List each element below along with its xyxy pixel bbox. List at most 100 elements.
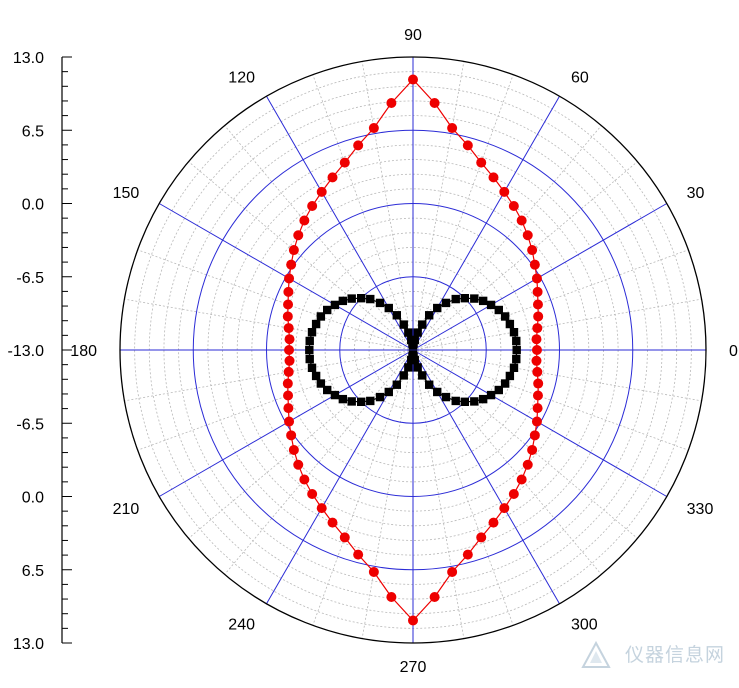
series-1-point (386, 98, 397, 109)
minor-grid-spoke (412, 161, 638, 351)
angular-tick-label: 120 (228, 69, 255, 86)
minor-grid-spoke (412, 349, 602, 575)
series-1-point (516, 215, 527, 226)
series-2-point (470, 294, 479, 303)
series-1-point (527, 444, 538, 455)
series-2-point (347, 294, 356, 303)
minor-grid-spoke (412, 349, 689, 451)
series-1-point (532, 390, 543, 401)
series-1-point (327, 517, 338, 528)
series-2-point (478, 394, 488, 404)
series-1-point (499, 186, 510, 197)
series-2-point (494, 385, 503, 395)
series-1-point (408, 615, 418, 626)
minor-grid-spoke (361, 61, 414, 351)
series-2-point (311, 371, 321, 381)
radial-axis-tick-label: 13.0 (13, 636, 44, 653)
radial-axis-tick-label: 6.5 (22, 563, 44, 580)
series-1-point (283, 286, 294, 297)
series-1-point (284, 355, 295, 366)
minor-grid-spoke (412, 61, 465, 351)
series-2-point (413, 328, 422, 337)
series-2-point (305, 345, 314, 355)
series-2-point (413, 363, 422, 372)
series-2-point (392, 380, 402, 389)
series-1-point (447, 123, 458, 134)
angular-tick-label: 300 (571, 617, 598, 634)
series-1-point (488, 517, 499, 528)
series-1-point (299, 215, 310, 226)
series-1-point (284, 334, 295, 345)
series-2-point (399, 320, 408, 329)
series-1-point (282, 311, 293, 322)
series-1-point (307, 200, 318, 211)
series-1-point (339, 157, 350, 168)
series-1-point (286, 430, 297, 441)
series-2-point (486, 390, 496, 400)
series-1-point (533, 311, 544, 322)
radial-axis-tick-label: -6.5 (16, 270, 44, 287)
minor-grid-spoke (188, 349, 414, 539)
series-1-point (316, 186, 327, 197)
series-1-point (327, 172, 338, 183)
series-2-point (305, 354, 314, 364)
series-1-point (508, 489, 519, 500)
series-1-point (532, 403, 543, 414)
series-2-point (478, 296, 488, 306)
minor-grid-spoke (224, 125, 414, 351)
series-2-point (338, 394, 348, 404)
series-2-point (500, 379, 510, 388)
series-1-point (282, 378, 293, 389)
series-2-point (384, 387, 393, 397)
series-2-point (307, 327, 317, 337)
series-1-point (353, 140, 364, 151)
series-1-point (283, 299, 294, 310)
minor-grid-spoke (412, 349, 638, 539)
series-1-point (522, 459, 533, 470)
series-1-point (447, 566, 458, 577)
series-1-point (533, 378, 544, 389)
minor-grid-spoke (188, 161, 414, 351)
series-1-point (339, 532, 350, 543)
series-2-point (512, 354, 521, 364)
series-1-point (307, 489, 318, 500)
series-1-point (462, 140, 473, 151)
series-1-point (288, 245, 299, 256)
series-1-point (531, 355, 542, 366)
series-2-point (451, 396, 460, 406)
series-1-point (499, 503, 510, 514)
series-2-point (392, 311, 402, 320)
series-2-point (338, 296, 348, 306)
radial-axis-tick-label: 13.0 (13, 50, 44, 67)
series-2-point (424, 380, 434, 389)
series-2-point (311, 319, 321, 329)
series-1-point (283, 403, 294, 414)
plot-outline-circle (119, 56, 707, 644)
series-1-point (532, 286, 543, 297)
series-2-point (509, 327, 519, 337)
series-2-point (357, 294, 366, 303)
series-1-point (408, 74, 418, 85)
series-1-point (293, 230, 304, 241)
series-1-point (516, 474, 527, 485)
series-1-point (531, 416, 542, 427)
series-1-point (529, 259, 540, 270)
radial-axis: 13.0 6.5 0.0 -6.5 -13.0 -6.5 0.0 6.5 13.0 (8, 50, 72, 653)
series-1-point (532, 299, 543, 310)
series-1-point (293, 459, 304, 470)
radial-axis-tick-label: 0.0 (22, 197, 44, 214)
series-1-point (476, 532, 487, 543)
minor-grid-spoke (137, 249, 414, 351)
series-2-point (494, 305, 503, 315)
angular-tick-label: 180 (70, 343, 97, 360)
series-1-point (462, 549, 473, 560)
series-2-point (366, 294, 375, 304)
series-1-point (284, 416, 295, 427)
minor-grid-spoke (412, 249, 689, 351)
minor-grid-spoke (412, 349, 514, 626)
series-1-point (316, 503, 327, 514)
radial-axis-tick-label: -13.0 (8, 343, 45, 360)
series-2-point (509, 363, 519, 373)
series-1-point (488, 172, 499, 183)
